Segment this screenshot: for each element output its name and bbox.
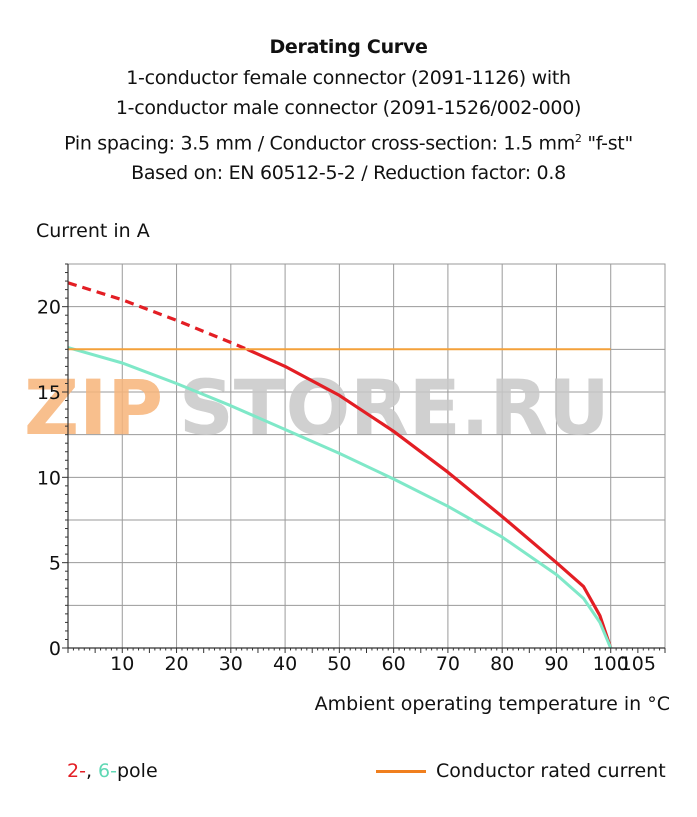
x-tick-label: 30: [219, 653, 243, 675]
chart-title-block: Derating Curve 1-conductor female connec…: [0, 32, 697, 189]
x-tick-label: 70: [436, 653, 460, 675]
chart-subtitle-line-1: 1-conductor female connector (2091-1126)…: [126, 66, 571, 89]
y-tick-label: 0: [49, 638, 61, 660]
legend-pole: 2-, 6-pole: [67, 760, 158, 782]
x-tick-label: 50: [327, 653, 351, 675]
legend-two-pole: 2-: [67, 760, 86, 782]
chart-subtitle-line-3: Pin spacing: 3.5 mm / Conductor cross-se…: [0, 124, 697, 159]
y-tick-label: 15: [37, 382, 61, 404]
chart-subtitle-line-4: Based on: EN 60512-5-2 / Reduction facto…: [131, 162, 566, 185]
chart-axes: [62, 263, 666, 653]
y-tick-label: 10: [37, 467, 61, 489]
watermark-zip: ZIP: [24, 363, 163, 452]
legend-rated-swatch: [376, 769, 426, 773]
y-tick-label: 20: [37, 297, 61, 319]
x-tick-label: 80: [490, 653, 514, 675]
legend-rated-label: Conductor rated current: [436, 760, 666, 782]
series-2-pole-dashed: [67, 281, 248, 351]
x-axis-label: Ambient operating temperature in °C: [314, 693, 670, 715]
subtitle-line-3-text: Pin spacing: 3.5 mm / Conductor cross-se…: [64, 131, 575, 154]
chart-grid: [67, 263, 666, 649]
subtitle-line-3-suffix: "f-st": [581, 131, 633, 154]
series-6-pole: [67, 346, 613, 649]
legend-rated-current: Conductor rated current: [376, 760, 666, 782]
series-2-pole-solid: [246, 347, 613, 649]
chart-subtitle-line-2: 1-conductor male connector (2091-1526/00…: [115, 97, 582, 119]
x-tick-label: 100: [593, 653, 629, 675]
legend-pole-label: pole: [117, 760, 158, 782]
x-tick-label: 40: [273, 653, 297, 675]
x-tick-label: 90: [544, 653, 568, 675]
watermark-store: STORE.RU: [179, 363, 610, 452]
watermark: ZIP STORE.RU: [24, 363, 610, 452]
x-tick-label: 60: [382, 653, 406, 675]
subtitle-line-3-superscript: 2: [574, 131, 582, 145]
chart-title: Derating Curve: [269, 36, 428, 58]
x-tick-label: 105: [620, 653, 656, 675]
chart-series: [67, 281, 613, 649]
legend-comma: ,: [85, 760, 99, 782]
y-tick-label: 5: [49, 553, 61, 575]
x-tick-label: 10: [110, 653, 134, 675]
y-axis-label: Current in A: [36, 220, 150, 242]
x-tick-label: 20: [164, 653, 188, 675]
legend-six-pole: 6-: [98, 760, 117, 782]
